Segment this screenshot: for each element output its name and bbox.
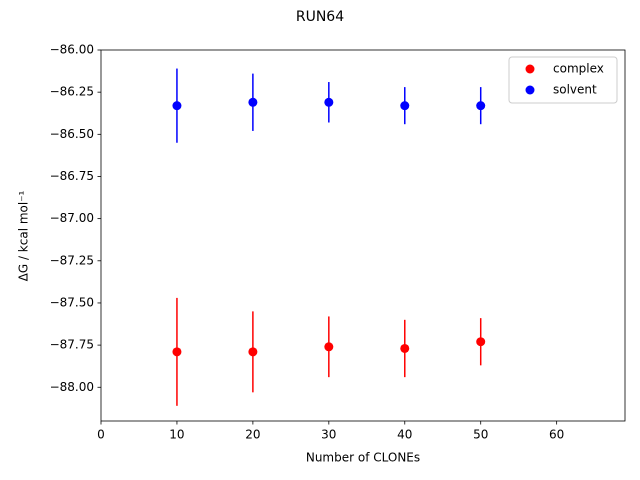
y-tick-label: −86.25 <box>50 85 94 99</box>
y-tick-label: −87.75 <box>50 338 94 352</box>
y-tick-label: −87.25 <box>50 253 94 267</box>
legend-marker <box>525 64 535 74</box>
x-tick-label: 0 <box>97 428 105 442</box>
legend-label: complex <box>553 62 604 76</box>
chart-title: RUN64 <box>296 9 344 25</box>
y-tick-label: −87.00 <box>50 211 94 225</box>
y-axis-label: ΔG / kcal mol⁻¹ <box>17 190 31 281</box>
y-tick-label: −86.50 <box>50 127 94 141</box>
point <box>172 347 182 357</box>
x-tick-label: 30 <box>321 428 336 442</box>
x-tick-label: 50 <box>473 428 488 442</box>
point <box>248 347 258 357</box>
point <box>400 101 410 111</box>
legend-label: solvent <box>553 83 597 97</box>
x-tick-label: 40 <box>397 428 412 442</box>
legend-box <box>508 56 618 104</box>
point <box>476 337 486 347</box>
point <box>324 342 334 352</box>
legend-marker <box>525 85 535 95</box>
x-tick-label: 20 <box>245 428 260 442</box>
y-tick-label: −86.75 <box>50 169 94 183</box>
point <box>248 97 258 107</box>
point <box>400 343 410 353</box>
x-tick-label: 60 <box>549 428 564 442</box>
y-tick-label: −88.00 <box>50 380 94 394</box>
y-tick-label: −86.00 <box>50 43 94 57</box>
x-tick-label: 10 <box>169 428 184 442</box>
point <box>172 101 182 111</box>
plot-frame <box>100 49 626 422</box>
x-axis-label: Number of CLONEs <box>306 451 420 465</box>
y-tick-label: −87.50 <box>50 295 94 309</box>
point <box>324 97 334 107</box>
point <box>476 101 486 111</box>
